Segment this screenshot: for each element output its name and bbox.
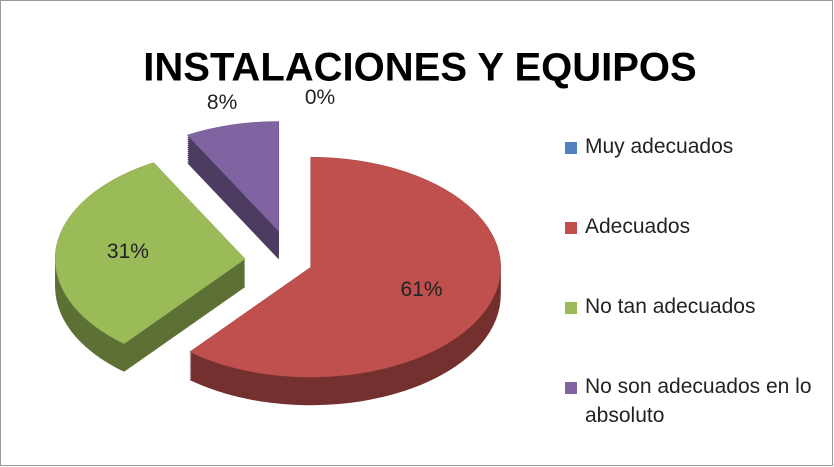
legend: Muy adecuados Adecuados No tan adecuados No… — [565, 128, 825, 448]
data-label: 8% — [207, 91, 237, 114]
legend-item: No tan adecuados — [565, 288, 825, 368]
legend-item: No son adecuados en lo absoluto — [565, 368, 825, 448]
pie-slice — [54, 162, 246, 345]
pie-slice — [189, 156, 501, 378]
chart-title: INSTALACIONES Y EQUIPOS — [143, 46, 696, 90]
data-label: 61% — [401, 278, 443, 301]
legend-item: Adecuados — [565, 208, 825, 288]
pie-slice — [186, 121, 280, 233]
legend-label: Muy adecuados — [585, 135, 734, 158]
legend-swatch — [565, 222, 577, 234]
legend-item: Muy adecuados — [565, 128, 825, 208]
data-label: 0% — [305, 86, 335, 109]
legend-swatch — [565, 142, 577, 154]
data-label: 31% — [107, 240, 149, 263]
legend-swatch — [565, 382, 577, 394]
legend-swatch — [565, 302, 577, 314]
legend-label: No tan adecuados — [585, 295, 756, 318]
legend-label: No son adecuados en lo absoluto — [585, 375, 812, 427]
legend-label: Adecuados — [585, 215, 691, 238]
